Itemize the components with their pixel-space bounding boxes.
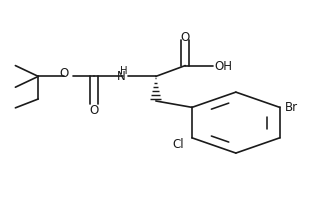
Text: O: O bbox=[89, 104, 98, 117]
Text: H: H bbox=[120, 66, 128, 75]
Text: OH: OH bbox=[215, 60, 233, 73]
Text: O: O bbox=[60, 68, 69, 80]
Text: Br: Br bbox=[285, 101, 298, 114]
Text: O: O bbox=[181, 31, 190, 44]
Text: N: N bbox=[117, 70, 126, 83]
Text: Cl: Cl bbox=[172, 138, 184, 151]
